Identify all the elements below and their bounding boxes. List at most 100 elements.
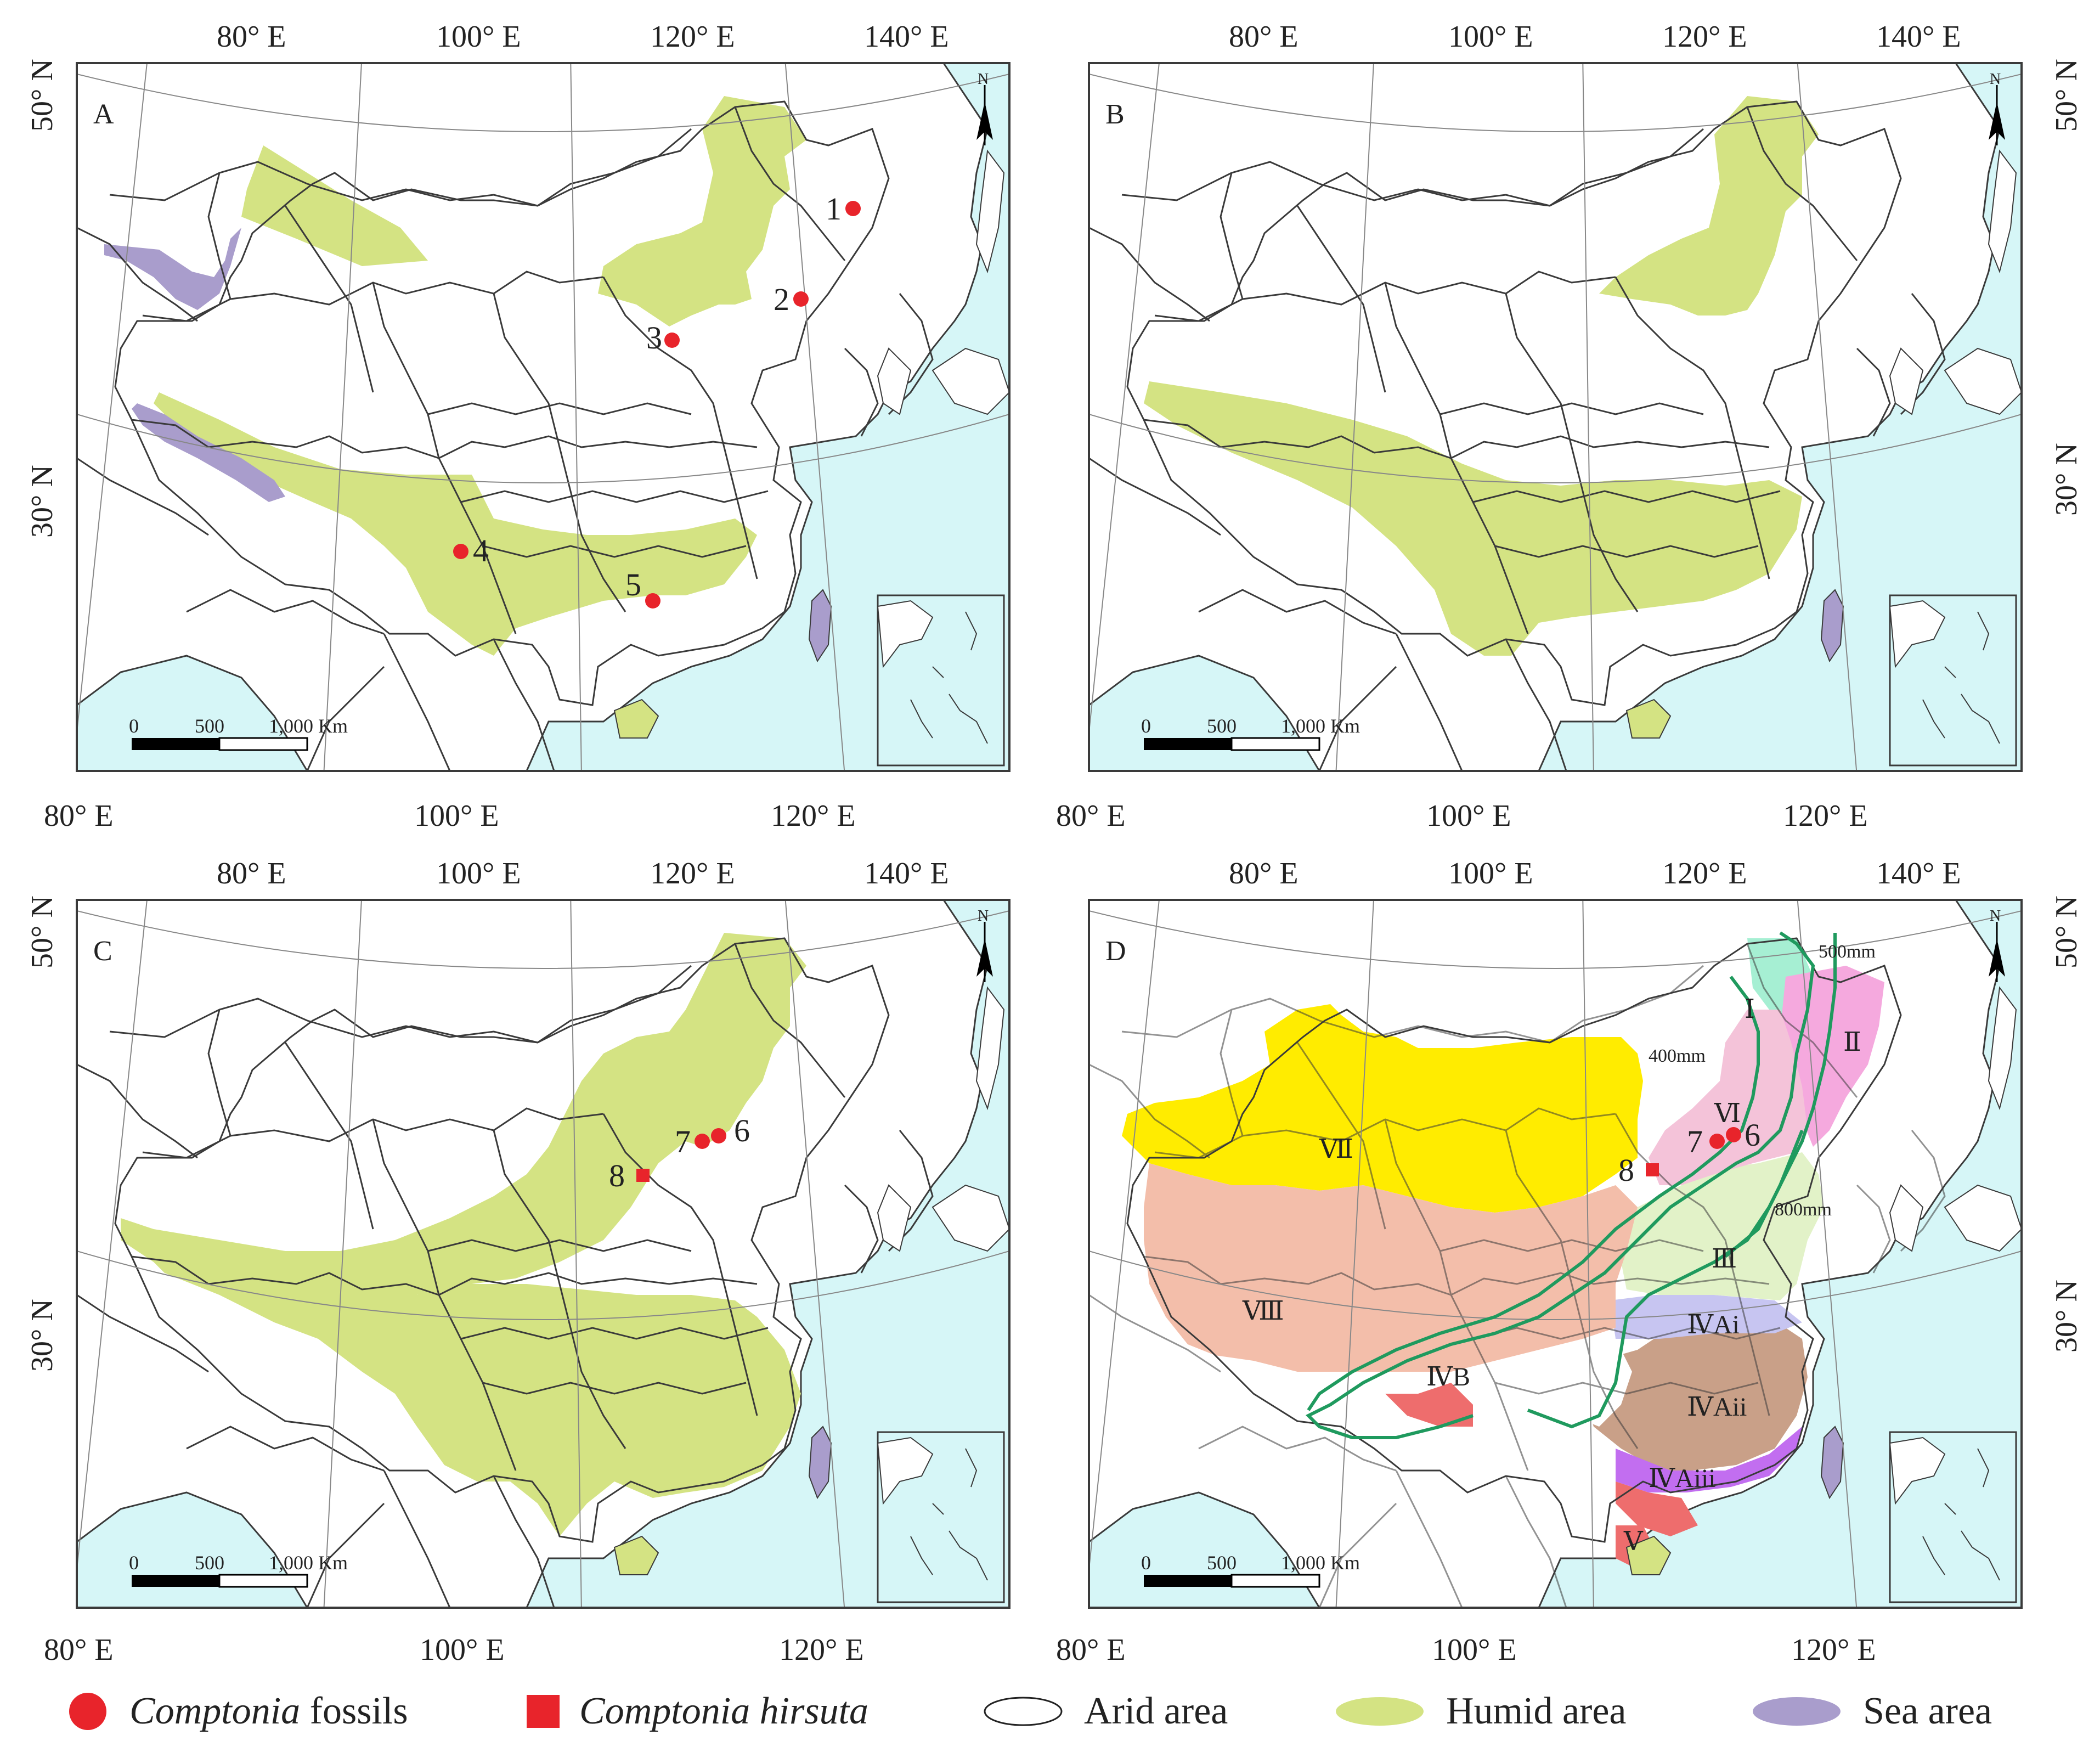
label-50n-left-a: 50° N: [25, 59, 59, 132]
label-120e-bottom-c: 120° E: [779, 1633, 864, 1667]
humid-ellipse-icon: [1336, 1697, 1424, 1726]
label-50n-right-d: 50° N: [2050, 895, 2084, 968]
label-30n-right-b: 30° N: [2050, 443, 2084, 516]
label-100e-top-b: 100° E: [1448, 20, 1533, 54]
scale-label-0: 0: [1141, 715, 1151, 737]
hirsuta-site-8: 8: [1618, 1152, 1659, 1188]
legend-item-sea: Sea area: [1750, 1687, 1992, 1736]
label-30n-right-d: 30° N: [2050, 1280, 2084, 1353]
scale-label-1000: 1,000 Km: [269, 715, 348, 737]
label-100e-bottom-b: 100° E: [1426, 799, 1511, 833]
svg-text:6: 6: [734, 1113, 750, 1148]
zone-label-vi: Ⅵ: [1714, 1099, 1741, 1128]
label-80e-top-a: 80° E: [217, 20, 286, 54]
north-label: N: [1990, 908, 2001, 925]
zone-label-ivb: ⅣB: [1426, 1362, 1470, 1392]
svg-text:4: 4: [473, 533, 489, 568]
svg-text:2: 2: [774, 281, 789, 317]
label-80e-top-d: 80° E: [1229, 857, 1299, 891]
legend-label-hirsuta: Comptonia hirsuta: [579, 1690, 869, 1732]
fossil-site-3: 3: [646, 320, 680, 356]
zone-label-ii: Ⅱ: [1843, 1028, 1861, 1057]
legend-item-arid: Arid area: [982, 1687, 1228, 1736]
fossil-site-4: 4: [453, 533, 489, 568]
scale-label-500: 500: [195, 715, 224, 737]
scale-label-500: 500: [1207, 1552, 1237, 1574]
legend: Comptonia fossils Comptonia hirsuta Arid…: [0, 1679, 2100, 1745]
panel-d: D Ⅰ Ⅱ Ⅲ ⅣAi ⅣAii ⅣAiii ⅣB Ⅴ Ⅵ Ⅶ Ⅷ 500mm …: [1088, 899, 2023, 1609]
zone-label-v: Ⅴ: [1623, 1527, 1644, 1556]
label-120e-bottom-a: 120° E: [771, 799, 856, 833]
label-50n-left-c: 50° N: [25, 895, 59, 968]
scale-label-1000: 1,000 Km: [269, 1552, 348, 1574]
label-30n-left-c: 30° N: [25, 1299, 59, 1372]
fossil-site-2: 2: [774, 281, 809, 317]
panel-letter-d: D: [1105, 936, 1126, 967]
north-label: N: [1990, 71, 2001, 88]
label-80e-bottom-b: 80° E: [1056, 799, 1126, 833]
legend-label-sea: Sea area: [1863, 1690, 1992, 1732]
label-80e-top-b: 80° E: [1229, 20, 1299, 54]
legend-label-fossils: Comptonia fossils: [129, 1690, 408, 1732]
label-120e-top-d: 120° E: [1662, 857, 1747, 891]
panel-letter-a: A: [93, 99, 114, 130]
fossil-site-5: 5: [625, 567, 661, 609]
zone-label-ivaii: ⅣAii: [1687, 1393, 1747, 1422]
hirsuta-site-8: 8: [609, 1158, 650, 1193]
scale-label-0: 0: [1141, 1552, 1151, 1574]
scale-label-1000: 1,000 Km: [1281, 1552, 1360, 1574]
fossil-site-7: 7: [1687, 1124, 1725, 1159]
scale-label-500: 500: [1207, 715, 1237, 737]
svg-text:8: 8: [609, 1158, 625, 1193]
fossil-site-6: 6: [711, 1113, 750, 1148]
panel-letter-b: B: [1105, 99, 1125, 130]
label-140e-top-a: 140° E: [864, 20, 949, 54]
label-50n-right-b: 50° N: [2050, 59, 2084, 132]
label-120e-top-b: 120° E: [1662, 20, 1747, 54]
zone-label-i: Ⅰ: [1745, 995, 1755, 1024]
legend-item-fossils: Comptonia fossils: [66, 1687, 408, 1736]
north-label: N: [978, 908, 989, 925]
label-100e-bottom-d: 100° E: [1432, 1633, 1517, 1667]
sea-ellipse-icon: [1753, 1697, 1841, 1726]
label-80e-bottom-c: 80° E: [44, 1633, 114, 1667]
svg-text:7: 7: [1687, 1124, 1703, 1159]
label-120e-bottom-b: 120° E: [1783, 799, 1868, 833]
scale-label-0: 0: [129, 715, 139, 737]
scale-label-1000: 1,000 Km: [1281, 715, 1360, 737]
zone-label-ivaiii: ⅣAiii: [1649, 1464, 1716, 1493]
label-80e-bottom-d: 80° E: [1056, 1633, 1126, 1667]
label-100e-bottom-a: 100° E: [414, 799, 499, 833]
svg-text:1: 1: [826, 191, 842, 227]
fossil-site-1: 1: [826, 191, 861, 227]
label-100e-top-d: 100° E: [1448, 857, 1533, 891]
svg-text:6: 6: [1745, 1117, 1760, 1153]
label-120e-top-a: 120° E: [650, 20, 735, 54]
zone-label-iii: Ⅲ: [1712, 1244, 1737, 1274]
isohyet-label-800: 800mm: [1775, 1199, 1832, 1220]
label-140e-top-c: 140° E: [864, 857, 949, 891]
panel-letter-c: C: [93, 936, 112, 967]
fossil-circle-icon: [69, 1693, 106, 1730]
svg-text:8: 8: [1618, 1152, 1634, 1188]
panel-c: C 7 6 8 0 500 1,000 Km N: [76, 899, 1011, 1609]
label-30n-left-a: 30° N: [25, 465, 59, 538]
label-100e-top-a: 100° E: [436, 20, 521, 54]
zone-label-vii: Ⅶ: [1319, 1135, 1353, 1164]
label-140e-top-d: 140° E: [1876, 857, 1961, 891]
hirsuta-square-icon: [527, 1695, 560, 1728]
legend-item-hirsuta: Comptonia hirsuta: [527, 1687, 868, 1736]
isohyet-label-500: 500mm: [1819, 942, 1876, 962]
fossil-site-7: 7: [675, 1124, 710, 1159]
label-100e-bottom-c: 100° E: [420, 1633, 505, 1667]
legend-item-humid: Humid area: [1333, 1687, 1626, 1736]
svg-text:7: 7: [675, 1124, 691, 1159]
isohyet-label-400: 400mm: [1649, 1046, 1706, 1066]
label-120e-bottom-d: 120° E: [1791, 1633, 1876, 1667]
panel-a: A 1 2 3 4 5 0 500 1,000 Km N: [76, 62, 1011, 772]
legend-label-arid: Arid area: [1084, 1690, 1228, 1732]
svg-text:5: 5: [625, 567, 641, 602]
legend-label-humid: Humid area: [1446, 1690, 1627, 1732]
scale-label-0: 0: [129, 1552, 139, 1574]
